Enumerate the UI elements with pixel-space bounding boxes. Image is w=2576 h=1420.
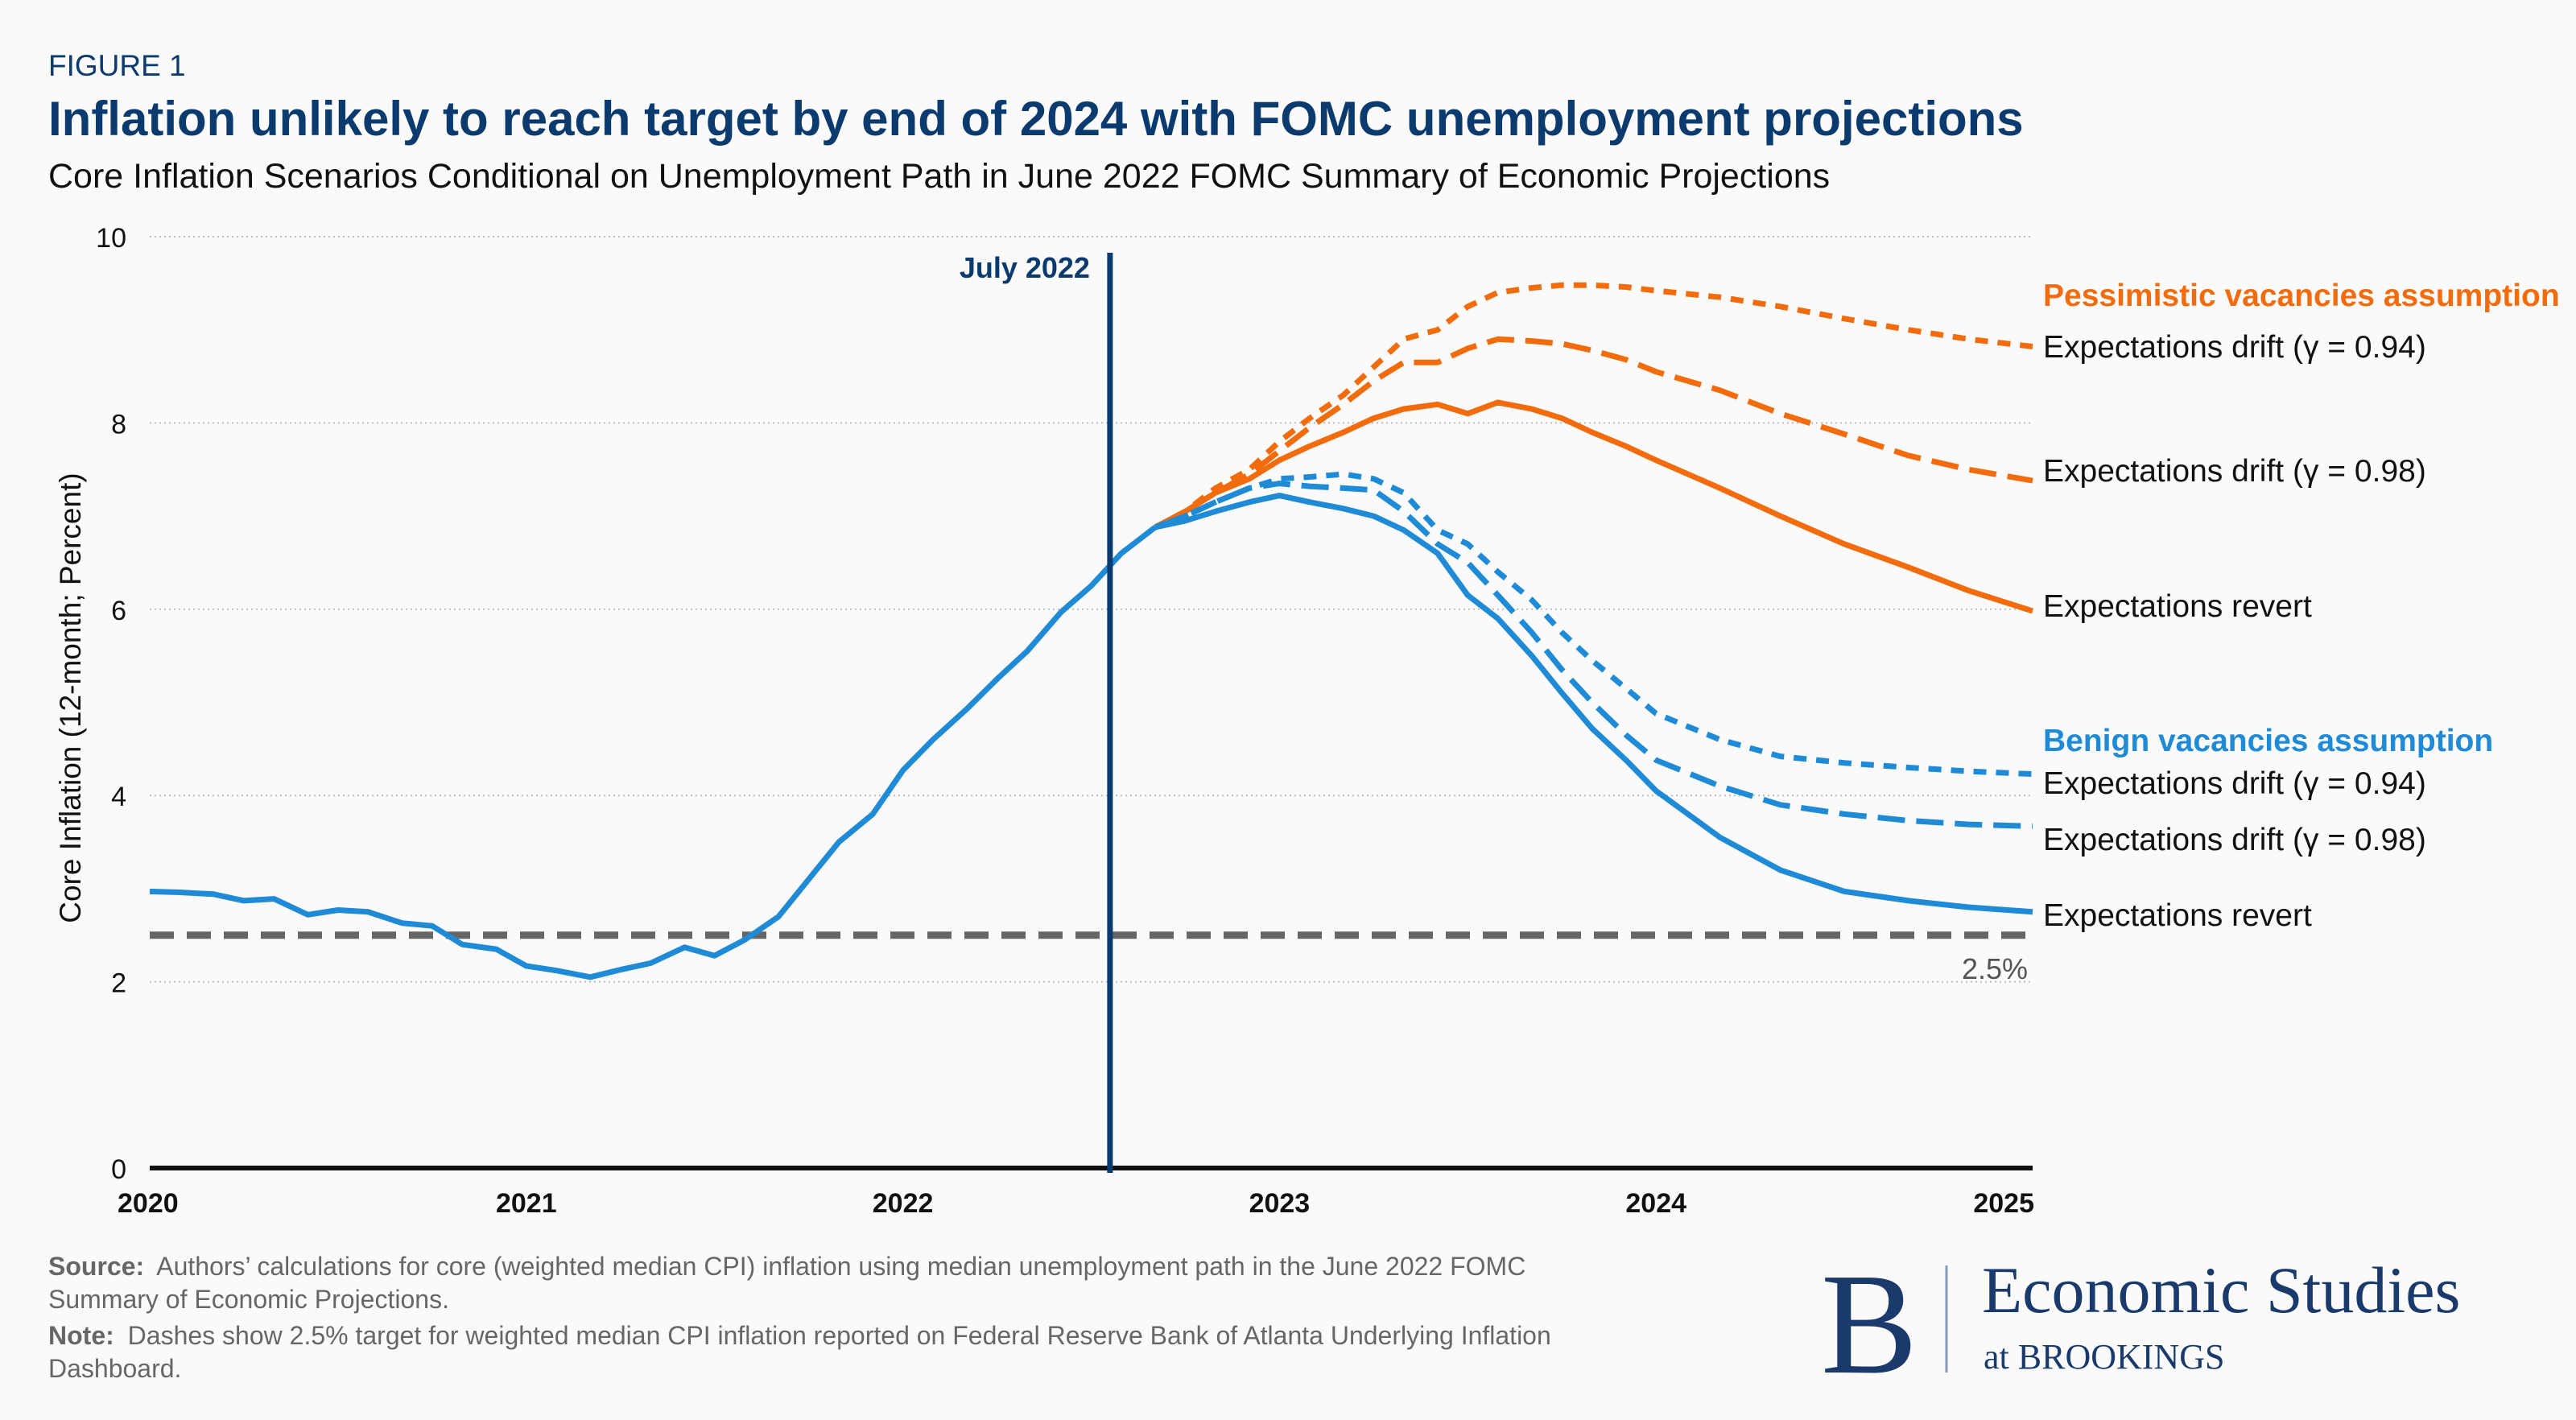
footer-notes: Source: Authors’ calculations for core (… (48, 1252, 1551, 1383)
series-lines (149, 253, 2034, 1173)
history-line (149, 525, 1158, 980)
figure-label: FIGURE 1 (48, 49, 186, 82)
x-tick-label: 2024 (1625, 1188, 1686, 1219)
svg-text:Source: Authors’ calcula: Source: Authors’ calculations for core (… (48, 1252, 1525, 1281)
series-labels: 2.5% July 2022 Pessimistic vacancies assum… (960, 251, 2560, 985)
y-tick-label: 4 (111, 782, 126, 812)
x-tick-label: 2025 (1973, 1188, 2034, 1219)
series-line-benign-1 (1154, 481, 2033, 829)
series-label: Expectations drift (γ = 0.94) (2043, 330, 2426, 365)
gridlines (150, 236, 2033, 1170)
source-text: Authors’ calculations for core (weighted… (156, 1252, 1525, 1281)
series-label: Expectations drift (γ = 0.94) (2043, 766, 2426, 801)
x-tick-label: 2022 (873, 1188, 934, 1219)
chart-title: Inflation unlikely to reach target by en… (48, 92, 2024, 146)
source-text-2: Summary of Economic Projections. (48, 1285, 449, 1314)
marker-label: July 2022 (960, 251, 1090, 284)
x-tick-label: 2021 (496, 1188, 557, 1219)
y-axis-label: Core Inflation (12-month; Percent) (54, 473, 87, 923)
series-label: Expectations revert (2043, 589, 2312, 624)
target-label: 2.5% (1962, 952, 2028, 985)
series-line-benign-2 (1154, 493, 2033, 915)
note-text: Dashes show 2.5% target for weighted med… (128, 1321, 1551, 1350)
chart-subtitle: Core Inflation Scenarios Conditional on … (48, 157, 1830, 196)
x-tick-label: 2023 (1249, 1188, 1311, 1219)
source-label: Source: (48, 1252, 144, 1281)
series-line-pessimistic-1 (1154, 336, 2033, 530)
y-tick-label: 0 (111, 1154, 126, 1185)
logo-subtitle: at BROOKINGS (1984, 1337, 2224, 1377)
series-line-pessimistic-0 (1154, 282, 2033, 530)
y-tick-label: 8 (111, 409, 126, 440)
y-tick-label: 6 (111, 596, 126, 626)
brookings-logo: B Economic Studies at BROOKINGS (1821, 1244, 2460, 1404)
series-line-benign-0 (1154, 471, 2033, 778)
note-text-2: Dashboard. (48, 1354, 181, 1383)
x-tick-labels: 2020 2021 2022 2023 2024 2025 (118, 1188, 2034, 1219)
y-tick-label: 2 (111, 968, 126, 999)
x-tick-label: 2020 (118, 1188, 179, 1219)
series-label: Expectations drift (γ = 0.98) (2043, 823, 2426, 857)
logo-title: Economic Studies (1982, 1253, 2460, 1327)
y-tick-label: 10 (96, 223, 126, 254)
series-label: Expectations drift (γ = 0.98) (2043, 454, 2426, 489)
note-label: Note: (48, 1321, 114, 1350)
y-tick-labels: 0 2 4 6 8 10 (96, 223, 126, 1185)
group-label: Benign vacancies assumption (2043, 724, 2493, 758)
logo-letter: B (1821, 1244, 1918, 1404)
svg-text:Note: Dashes show 2.5% t: Note: Dashes show 2.5% target for weight… (48, 1321, 1551, 1350)
group-label: Pessimistic vacancies assumption (2043, 279, 2560, 313)
series-label: Expectations revert (2043, 898, 2312, 933)
series-line-pessimistic-2 (1154, 399, 2034, 614)
